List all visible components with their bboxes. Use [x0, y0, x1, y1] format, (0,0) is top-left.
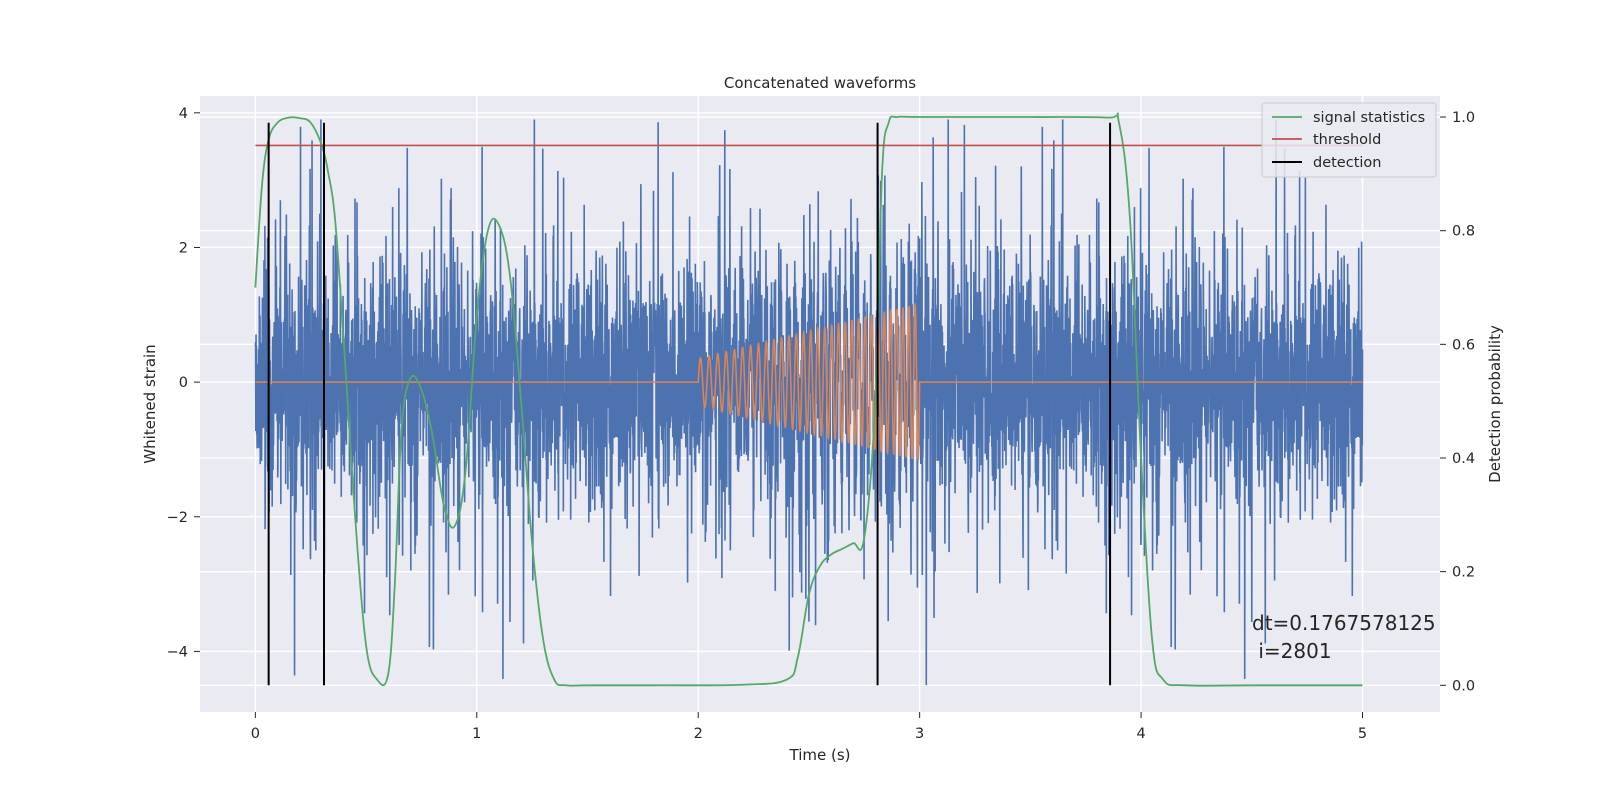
y2-tick-label: 0.6 [1452, 337, 1475, 353]
y-tick-label: −2 [167, 510, 188, 526]
legend-label-detection: detection [1313, 155, 1381, 171]
chart-title: Concatenated waveforms [724, 74, 916, 92]
legend-label-signal-statistics: signal statistics [1313, 110, 1425, 126]
x-tick-label: 5 [1358, 726, 1367, 742]
x-tick-label: 4 [1136, 726, 1145, 742]
signal-statistics-line [254, 112, 1363, 687]
x-tick-label: 2 [694, 726, 703, 742]
y2-tick-label: 1.0 [1452, 110, 1475, 126]
y2-tick-label: 0.8 [1452, 224, 1475, 240]
detection-series [267, 122, 1112, 686]
x-axis-label: Time (s) [789, 746, 851, 764]
y2-tick-label: 0.4 [1452, 451, 1475, 467]
x-tick-label: 3 [915, 726, 924, 742]
legend: signal statistics threshold detection [1261, 102, 1437, 178]
legend-label-threshold: threshold [1313, 132, 1381, 148]
y2-axis-label: Detection probability [1486, 325, 1504, 483]
template-line [255, 301, 1363, 461]
y-tick-label: −4 [167, 644, 188, 660]
y2-tick-label: 0.0 [1452, 678, 1475, 694]
annotation-i: i=2801 [1252, 639, 1332, 663]
y-tick-label: 0 [179, 375, 188, 391]
y-axis-label: Whitened strain [141, 344, 159, 463]
strain-series [254, 119, 1364, 686]
template-series [255, 301, 1363, 461]
annotation-dt: dt=0.1767578125 [1252, 611, 1436, 635]
signal-statistics-series [254, 112, 1363, 687]
y-tick-label: 4 [179, 106, 188, 122]
strain-line [254, 119, 1364, 686]
y2-tick-label: 0.2 [1452, 565, 1475, 581]
x-tick-label: 0 [251, 726, 260, 742]
legend-box [1261, 102, 1437, 178]
y-tick-label: 2 [179, 240, 188, 256]
x-tick-label: 1 [472, 726, 481, 742]
axis-ticks: 0 1 2 3 4 5 −4 −2 0 2 4 0.0 0.2 0.4 0.6 0.8 1.0 [167, 106, 1475, 742]
